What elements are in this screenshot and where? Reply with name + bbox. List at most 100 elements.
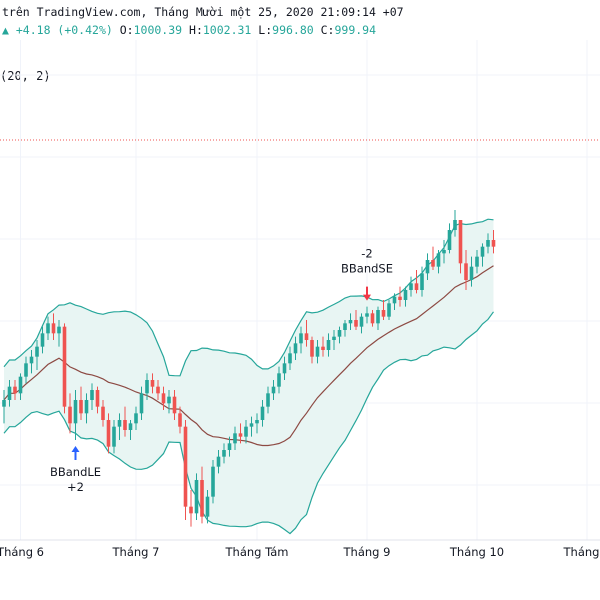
x-tick-label: Tháng Tám — [225, 545, 289, 559]
candle — [354, 310, 358, 330]
candle — [376, 306, 380, 330]
signal-value: +2 — [67, 480, 84, 494]
candle-body — [403, 290, 408, 300]
candle-body — [139, 393, 144, 414]
candle-body — [73, 400, 78, 424]
candle — [106, 413, 111, 454]
candle-body — [128, 423, 133, 430]
candle-body — [480, 246, 485, 257]
candle — [475, 250, 479, 274]
candle — [18, 373, 23, 400]
up-triangle-icon: ▲ — [2, 23, 9, 37]
candle — [24, 356, 28, 384]
candle — [337, 326, 342, 344]
candle — [178, 406, 182, 434]
candle-body — [392, 296, 397, 304]
candle-body — [244, 426, 248, 437]
candle-body — [486, 240, 490, 247]
bollinger-lower-band — [3, 311, 494, 535]
candle-body — [277, 373, 281, 387]
candle — [315, 340, 320, 364]
close-label: C: — [320, 23, 335, 37]
candle — [491, 230, 496, 254]
candle — [222, 443, 226, 464]
candle-body — [249, 423, 254, 427]
candle-body — [68, 406, 72, 424]
candle-body — [398, 296, 402, 300]
candle-body — [183, 426, 188, 507]
candle-body — [348, 320, 353, 324]
high-label: H: — [189, 23, 203, 37]
candle — [409, 276, 413, 297]
candle — [172, 390, 177, 420]
candle-body — [172, 396, 177, 414]
candle — [101, 400, 105, 427]
close-value: 999.94 — [334, 23, 377, 37]
candle — [183, 420, 188, 520]
candle-body — [62, 326, 67, 407]
candle-body — [414, 283, 419, 290]
candle-body — [321, 346, 325, 350]
candle-body — [310, 340, 314, 357]
candle-body — [35, 346, 39, 357]
candle-body — [167, 396, 171, 404]
signal-label: BBandSE — [341, 262, 393, 276]
candle — [288, 346, 292, 370]
candle — [233, 426, 237, 450]
candle — [310, 336, 314, 364]
candle — [293, 336, 298, 360]
candle — [425, 253, 430, 280]
candle — [35, 340, 39, 370]
candle-body — [40, 333, 45, 347]
long-entry-signal: BBandLE+2 — [50, 446, 101, 494]
candle-body — [447, 230, 452, 250]
candle — [112, 420, 116, 454]
candle — [216, 450, 221, 474]
candle-body — [233, 433, 237, 444]
candle-body — [359, 316, 364, 327]
candle-body — [370, 313, 375, 324]
candle — [7, 380, 12, 407]
candle — [46, 316, 50, 340]
candle-body — [84, 400, 89, 414]
candle — [255, 413, 259, 434]
candle — [90, 383, 94, 410]
candle-body — [475, 256, 479, 267]
low-label: L: — [258, 23, 273, 37]
x-tick-label: Tháng 7 — [112, 545, 160, 559]
candle — [79, 386, 83, 420]
candle — [387, 300, 391, 320]
bollinger-basis-line — [3, 265, 494, 447]
open-value: 1000.39 — [133, 23, 183, 37]
candle — [464, 250, 468, 290]
candle-body — [79, 400, 83, 414]
candle — [205, 490, 210, 524]
candle — [299, 326, 303, 354]
candle — [73, 390, 78, 440]
candle-body — [18, 376, 23, 394]
candle-body — [46, 323, 50, 334]
candle — [13, 380, 17, 400]
candle-body — [178, 413, 182, 427]
candle — [365, 306, 369, 324]
candle-body — [293, 343, 298, 354]
candle — [156, 380, 160, 400]
candle-body — [491, 240, 496, 247]
candle — [403, 286, 408, 307]
candle-body — [409, 283, 413, 290]
candle — [282, 356, 287, 380]
candle-body — [123, 420, 127, 430]
candle — [2, 390, 6, 424]
candle — [326, 333, 331, 357]
strategy-signals: BBandLE+2 BBandSE-2 — [50, 247, 393, 494]
candle — [458, 220, 463, 274]
candle-body — [425, 260, 430, 274]
candle-body — [260, 406, 265, 420]
candle — [62, 323, 67, 414]
candle — [167, 390, 171, 414]
candle-body — [304, 333, 309, 340]
candle — [392, 293, 397, 310]
candle-body — [337, 330, 342, 337]
candle-body — [161, 393, 166, 404]
